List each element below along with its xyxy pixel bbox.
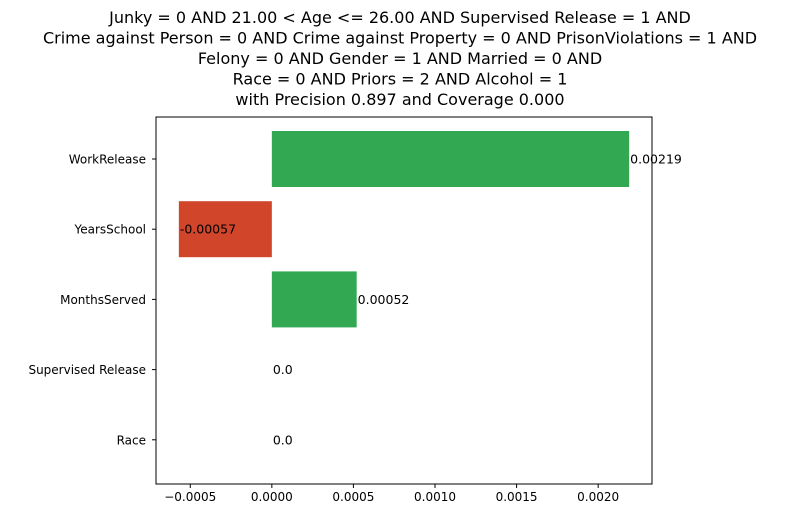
x-tick-label-5: 0.0020 — [577, 490, 619, 504]
x-axis: −0.0005 0.0000 0.0005 0.0010 0.0015 0.0020 — [164, 484, 619, 504]
plot-area-frame — [155, 116, 653, 485]
bar-monthsserved — [271, 271, 357, 328]
title-line-4: Race = 0 AND Priors = 2 AND Alcohol = 1 — [233, 70, 568, 89]
x-tick-label-1: 0.0000 — [251, 490, 293, 504]
bar-workrelease — [271, 131, 630, 187]
data-label-monthsserved: 0.00052 — [358, 292, 410, 307]
bar-yearsschool — [178, 201, 272, 258]
y-tick-label-workrelease: WorkRelease — [69, 153, 146, 167]
title-line-2: Crime against Person = 0 AND Crime again… — [43, 29, 757, 48]
x-tick-label-3: 0.0010 — [414, 490, 456, 504]
x-tick-label-4: 0.0015 — [496, 490, 538, 504]
data-label-supervised-release: 0.0 — [273, 362, 293, 377]
y-axis: WorkRelease YearsSchool MonthsServed Superv… — [28, 153, 156, 447]
data-labels-group: 0.00219 -0.00057 0.00052 0.0 0.0 — [180, 152, 682, 448]
x-tick-label-0: −0.0005 — [164, 490, 216, 504]
title-line-5: with Precision 0.897 and Coverage 0.000 — [235, 90, 564, 109]
y-tick-label-yearsschool: YearsSchool — [74, 223, 147, 237]
y-tick-label-monthsserved: MonthsServed — [60, 293, 146, 307]
y-tick-label-supervised-release: Supervised Release — [28, 363, 146, 377]
data-label-workrelease: 0.00219 — [630, 152, 682, 167]
title-line-1: Junky = 0 AND 21.00 < Age <= 26.00 AND S… — [108, 8, 691, 27]
bars-group — [178, 131, 630, 328]
chart-title: Junky = 0 AND 21.00 < Age <= 26.00 AND S… — [43, 8, 757, 109]
title-line-3: Felony = 0 AND Gender = 1 AND Married = … — [198, 49, 602, 68]
x-tick-label-2: 0.0005 — [332, 490, 374, 504]
y-tick-label-race: Race — [117, 433, 146, 447]
data-label-race: 0.0 — [273, 432, 293, 447]
data-label-yearsschool: -0.00057 — [180, 222, 236, 237]
